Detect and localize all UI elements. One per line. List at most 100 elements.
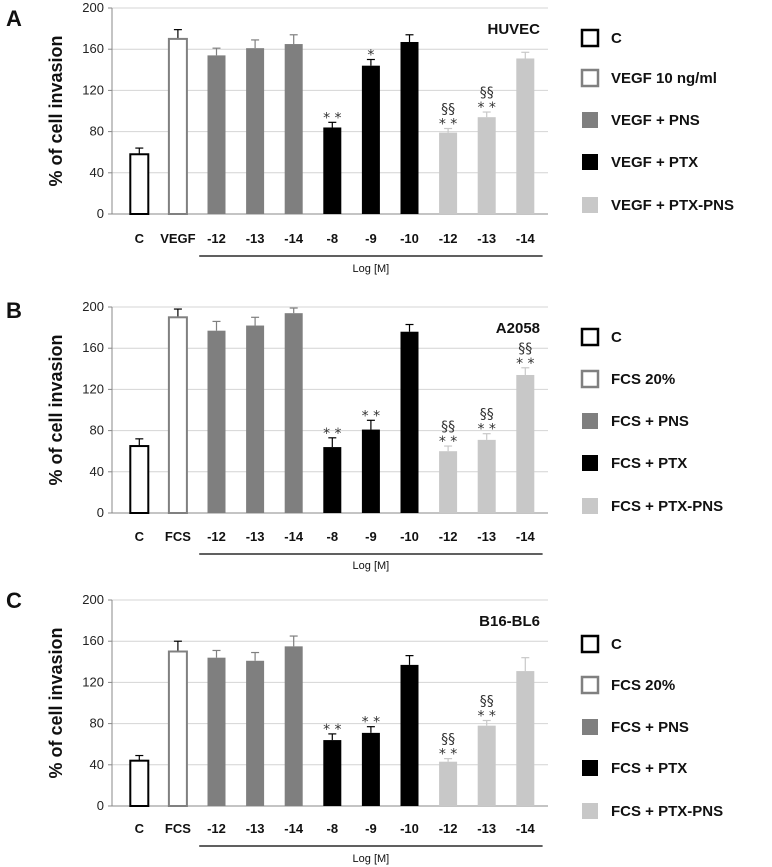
y-tick-label: 40 <box>90 165 104 180</box>
y-tick-label: 160 <box>82 41 104 56</box>
y-tick-label: 200 <box>82 592 104 607</box>
significance-mark: §§ <box>518 341 532 357</box>
x-tick-label: -13 <box>477 821 496 836</box>
bar--10 <box>400 664 419 806</box>
x-tick-label: FCS <box>165 821 191 836</box>
chart-title: HUVEC <box>487 21 540 38</box>
x-tick-label: -13 <box>246 821 265 836</box>
y-tick-label: 120 <box>82 674 104 689</box>
y-tick-label: 120 <box>82 82 104 97</box>
x-tick-label: C <box>135 231 145 246</box>
chart-title: B16-BL6 <box>479 613 540 630</box>
panel-letter: C <box>6 588 22 613</box>
bar--8 <box>323 740 342 806</box>
significance-mark: * * <box>439 747 457 763</box>
bar--13 <box>477 439 496 513</box>
panel-letter: B <box>6 298 22 323</box>
significance-mark: * <box>367 48 374 64</box>
chart-title: A2058 <box>496 320 540 337</box>
legend-label: FCS + PNS <box>611 413 689 430</box>
bar--12 <box>439 761 458 806</box>
significance-mark: §§ <box>480 407 494 423</box>
bar--12 <box>439 132 458 214</box>
x-tick-label: -12 <box>207 231 226 246</box>
bar--13 <box>246 48 265 214</box>
significance-mark: * * <box>516 356 534 372</box>
y-axis-label: % of cell invasion <box>46 35 66 186</box>
x-tick-label: -8 <box>327 231 339 246</box>
x-tick-label: -9 <box>365 529 377 544</box>
y-tick-label: 0 <box>97 798 104 813</box>
bar--8 <box>323 127 342 214</box>
x-tick-label: -9 <box>365 231 377 246</box>
bar--12 <box>207 330 226 513</box>
x-tick-label: -12 <box>439 529 458 544</box>
significance-mark: §§ <box>441 419 455 435</box>
y-tick-label: 120 <box>82 381 104 396</box>
legend-swatch <box>582 197 598 213</box>
legend-swatch <box>580 68 600 88</box>
significance-mark: * * <box>362 408 380 424</box>
legend-swatch <box>582 719 598 735</box>
y-axis-label: % of cell invasion <box>46 334 66 485</box>
y-tick-label: 80 <box>90 423 104 438</box>
x-tick-label: -13 <box>477 529 496 544</box>
legend-label: VEGF 10 ng/ml <box>611 70 717 87</box>
y-tick-label: 40 <box>90 757 104 772</box>
x-tick-label: -14 <box>516 821 536 836</box>
bar--14 <box>284 44 303 214</box>
bar--14 <box>516 671 535 806</box>
y-tick-label: 0 <box>97 505 104 520</box>
x-tick-label: -12 <box>207 821 226 836</box>
legend-label: VEGF + PTX <box>611 154 698 171</box>
bar-FCS <box>167 316 188 514</box>
legend-swatch <box>582 803 598 819</box>
x-tick-label: -8 <box>327 529 339 544</box>
x-tick-label: -12 <box>439 231 458 246</box>
bar--14 <box>284 646 303 806</box>
bar--13 <box>246 660 265 806</box>
bar--12 <box>207 657 226 806</box>
x-tick-label: VEGF <box>160 231 195 246</box>
legend-swatch <box>582 498 598 514</box>
x-tick-label: -10 <box>400 231 419 246</box>
legend-label: C <box>611 30 622 47</box>
bar--10 <box>400 331 419 513</box>
x-tick-label: -13 <box>246 529 265 544</box>
x-tick-label: -14 <box>284 231 304 246</box>
legend-label: FCS + PTX <box>611 760 687 777</box>
significance-mark: * * <box>323 110 341 126</box>
panel-letter: A <box>6 6 22 31</box>
y-tick-label: 160 <box>82 340 104 355</box>
x-tick-label: -8 <box>327 821 339 836</box>
significance-mark: * * <box>362 715 380 731</box>
x-tick-label: -10 <box>400 529 419 544</box>
bar--12 <box>207 55 226 214</box>
bar-C <box>129 153 150 215</box>
bar--14 <box>516 374 535 513</box>
legend-label: FCS + PNS <box>611 719 689 736</box>
bar--13 <box>477 117 496 214</box>
x-tick-label: -14 <box>284 821 304 836</box>
significance-mark: * * <box>439 434 457 450</box>
bar--9 <box>361 429 380 513</box>
bar--9 <box>361 732 380 806</box>
panel-C: C 0 40 80 120 160 200 % of cell invasion B16-BL6… <box>6 588 723 865</box>
bar-C <box>129 759 150 807</box>
x-tick-label: -12 <box>207 529 226 544</box>
y-tick-label: 0 <box>97 206 104 221</box>
y-axis-label: % of cell invasion <box>46 627 66 778</box>
x-tick-label: -9 <box>365 821 377 836</box>
y-tick-label: 160 <box>82 633 104 648</box>
x-tick-label: -10 <box>400 821 419 836</box>
x-tick-label: -12 <box>439 821 458 836</box>
bar--8 <box>323 447 342 513</box>
x-tick-label: FCS <box>165 529 191 544</box>
significance-mark: * * <box>477 422 495 438</box>
x-axis-label: Log [M] <box>353 560 390 572</box>
x-tick-label: -14 <box>516 529 536 544</box>
legend-swatch <box>582 154 598 170</box>
bar--9 <box>361 65 380 215</box>
